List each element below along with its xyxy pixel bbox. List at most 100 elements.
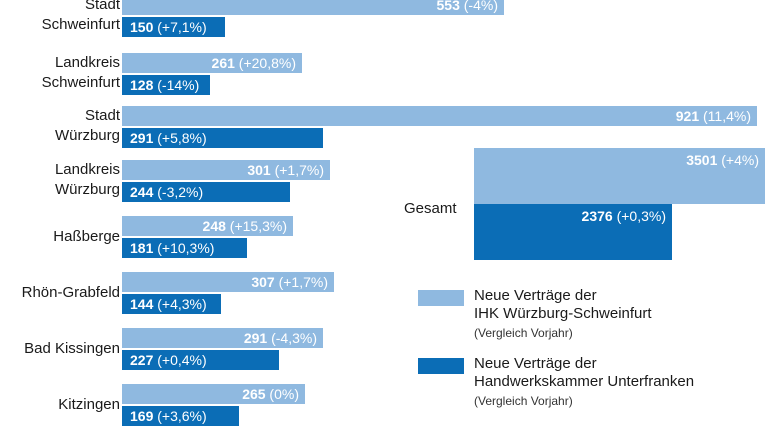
- region-label-line: Stadt: [84, 0, 120, 13]
- bar-value-label: 301 (+1,7%): [247, 160, 324, 180]
- total-value-hwk-number: 2376: [581, 208, 613, 224]
- region-label-line: Bad Kissingen: [24, 340, 120, 357]
- bar-value-label: 921 (11,4%): [676, 106, 751, 126]
- bar-value-change: (+20,8%): [234, 55, 296, 71]
- region-label: Rhön-Grabfeld: [0, 283, 120, 303]
- bar-value-label: 227 (+0,4%): [130, 350, 207, 370]
- bar-value-label: 553 (-4%): [437, 0, 498, 15]
- bar-value-label: 169 (+3,6%): [130, 406, 207, 426]
- legend-ihk-note: (Vergleich Vorjahr): [474, 326, 573, 340]
- bar-value-change: (+1,7%): [270, 162, 324, 178]
- region-label: Haßberge: [0, 227, 120, 247]
- bar-value-label: 150 (+7,1%): [130, 17, 207, 37]
- bar-value-label: 261 (+20,8%): [212, 53, 296, 73]
- region-label-line: Würzburg: [54, 127, 120, 144]
- region-label-line: Landkreis: [54, 54, 120, 71]
- bar-hwk: 144 (+4,3%): [122, 294, 221, 314]
- bar-value-change: (+15,3%): [225, 218, 287, 234]
- bar-value-number: 244: [130, 184, 154, 200]
- legend-ihk-line-1: Neue Verträge der: [474, 287, 597, 304]
- legend-ihk-line-2: IHK Würzburg-Schweinfurt: [474, 305, 652, 322]
- bar-value-change: (-3,2%): [153, 184, 204, 200]
- total-value-hwk: 2376 (+0,3%): [582, 208, 666, 224]
- region-label: Landkreis Würzburg: [0, 160, 120, 200]
- bar-value-number: 553: [436, 0, 460, 13]
- bar-ihk: 921 (11,4%): [122, 106, 757, 126]
- region-label-line: Haßberge: [53, 228, 120, 245]
- bar-value-change: (+0,4%): [153, 352, 207, 368]
- bar-value-label: 248 (+15,3%): [203, 216, 287, 236]
- region-label-line: Stadt: [84, 107, 120, 124]
- bar-value-number: 265: [242, 386, 266, 402]
- total-bar-hwk: 2376 (+0,3%): [474, 204, 672, 260]
- bar-value-number: 181: [130, 240, 154, 256]
- bar-ihk: 301 (+1,7%): [122, 160, 330, 180]
- legend-hwk-line-1: Neue Verträge der: [474, 355, 597, 372]
- region-label-line: Schweinfurt: [41, 16, 120, 33]
- bar-hwk: 169 (+3,6%): [122, 406, 239, 426]
- bar-value-number: 169: [130, 408, 154, 424]
- region-label: Stadt Würzburg: [0, 106, 120, 146]
- bar-value-number: 248: [202, 218, 226, 234]
- bar-ihk: 307 (+1,7%): [122, 272, 334, 292]
- region-label: Bad Kissingen: [0, 339, 120, 359]
- bar-hwk: 244 (-3,2%): [122, 182, 290, 202]
- bar-value-number: 128: [130, 77, 154, 93]
- legend-swatch-ihk: [418, 290, 464, 306]
- bar-ihk: 291 (-4,3%): [122, 328, 323, 348]
- bar-value-change: (11,4%): [699, 108, 751, 124]
- region-label: Stadt Schweinfurt: [0, 0, 120, 35]
- bar-hwk: 227 (+0,4%): [122, 350, 279, 370]
- total-bar-ihk: 3501 (+4%): [474, 148, 765, 204]
- total-value-hwk-change: (+0,3%): [616, 208, 666, 224]
- region-label-line: Rhön-Grabfeld: [21, 284, 120, 301]
- bar-value-change: (-14%): [153, 77, 200, 93]
- bar-value-label: 291 (+5,8%): [130, 128, 207, 148]
- legend-swatch-hwk: [418, 358, 464, 374]
- bar-value-number: 261: [211, 55, 235, 71]
- bar-value-label: 128 (-14%): [130, 75, 199, 95]
- total-value-ihk-change: (+4%): [721, 152, 759, 168]
- bar-value-change: (+3,6%): [153, 408, 207, 424]
- legend-hwk-note: (Vergleich Vorjahr): [474, 394, 573, 408]
- bar-value-number: 307: [251, 274, 275, 290]
- bar-ihk: 265 (0%): [122, 384, 305, 404]
- bar-value-label: 265 (0%): [242, 384, 299, 404]
- bar-ihk: 248 (+15,3%): [122, 216, 293, 236]
- bar-value-label: 244 (-3,2%): [130, 182, 203, 202]
- region-label-line: Kitzingen: [58, 396, 120, 413]
- bar-hwk: 128 (-14%): [122, 75, 210, 95]
- bar-value-change: (+10,3%): [153, 240, 215, 256]
- bar-ihk: 261 (+20,8%): [122, 53, 302, 73]
- bar-value-number: 301: [247, 162, 271, 178]
- bar-value-number: 150: [130, 19, 154, 35]
- region-label: Landkreis Schweinfurt: [0, 53, 120, 93]
- bar-value-number: 291: [243, 330, 268, 346]
- bar-hwk: 291 (+5,8%): [122, 128, 323, 148]
- bar-value-label: 307 (+1,7%): [251, 272, 328, 292]
- bar-value-change: (+4,3%): [153, 296, 207, 312]
- total-label: Gesamt: [404, 200, 457, 217]
- bar-value-change: (-4,3%): [267, 330, 317, 346]
- bar-value-number: 144: [130, 296, 154, 312]
- bar-value-change: (+5,8%): [153, 130, 207, 146]
- bar-value-change: (+7,1%): [153, 19, 207, 35]
- region-label-line: Würzburg: [54, 181, 120, 198]
- region-label: Kitzingen: [0, 395, 120, 415]
- bar-value-change: (+1,7%): [274, 274, 328, 290]
- bar-hwk: 150 (+7,1%): [122, 17, 225, 37]
- bar-value-label: 291 (-4,3%): [244, 328, 317, 348]
- bar-value-change: (0%): [265, 386, 299, 402]
- bar-value-number: 227: [130, 352, 154, 368]
- bar-value-label: 181 (+10,3%): [130, 238, 214, 258]
- bar-value-number: 921: [675, 108, 700, 124]
- legend-hwk-line-2: Handwerkskammer Unterfranken: [474, 373, 695, 390]
- bar-hwk: 181 (+10,3%): [122, 238, 247, 258]
- total-value-ihk: 3501 (+4%): [686, 152, 759, 168]
- bar-value-number: 291: [130, 130, 154, 146]
- bar-ihk: 553 (-4%): [122, 0, 504, 15]
- bar-value-label: 144 (+4,3%): [130, 294, 207, 314]
- legend-text-hwk: Neue Verträge der Handwerkskammer Unterf…: [474, 355, 768, 409]
- region-label-line: Schweinfurt: [41, 74, 120, 91]
